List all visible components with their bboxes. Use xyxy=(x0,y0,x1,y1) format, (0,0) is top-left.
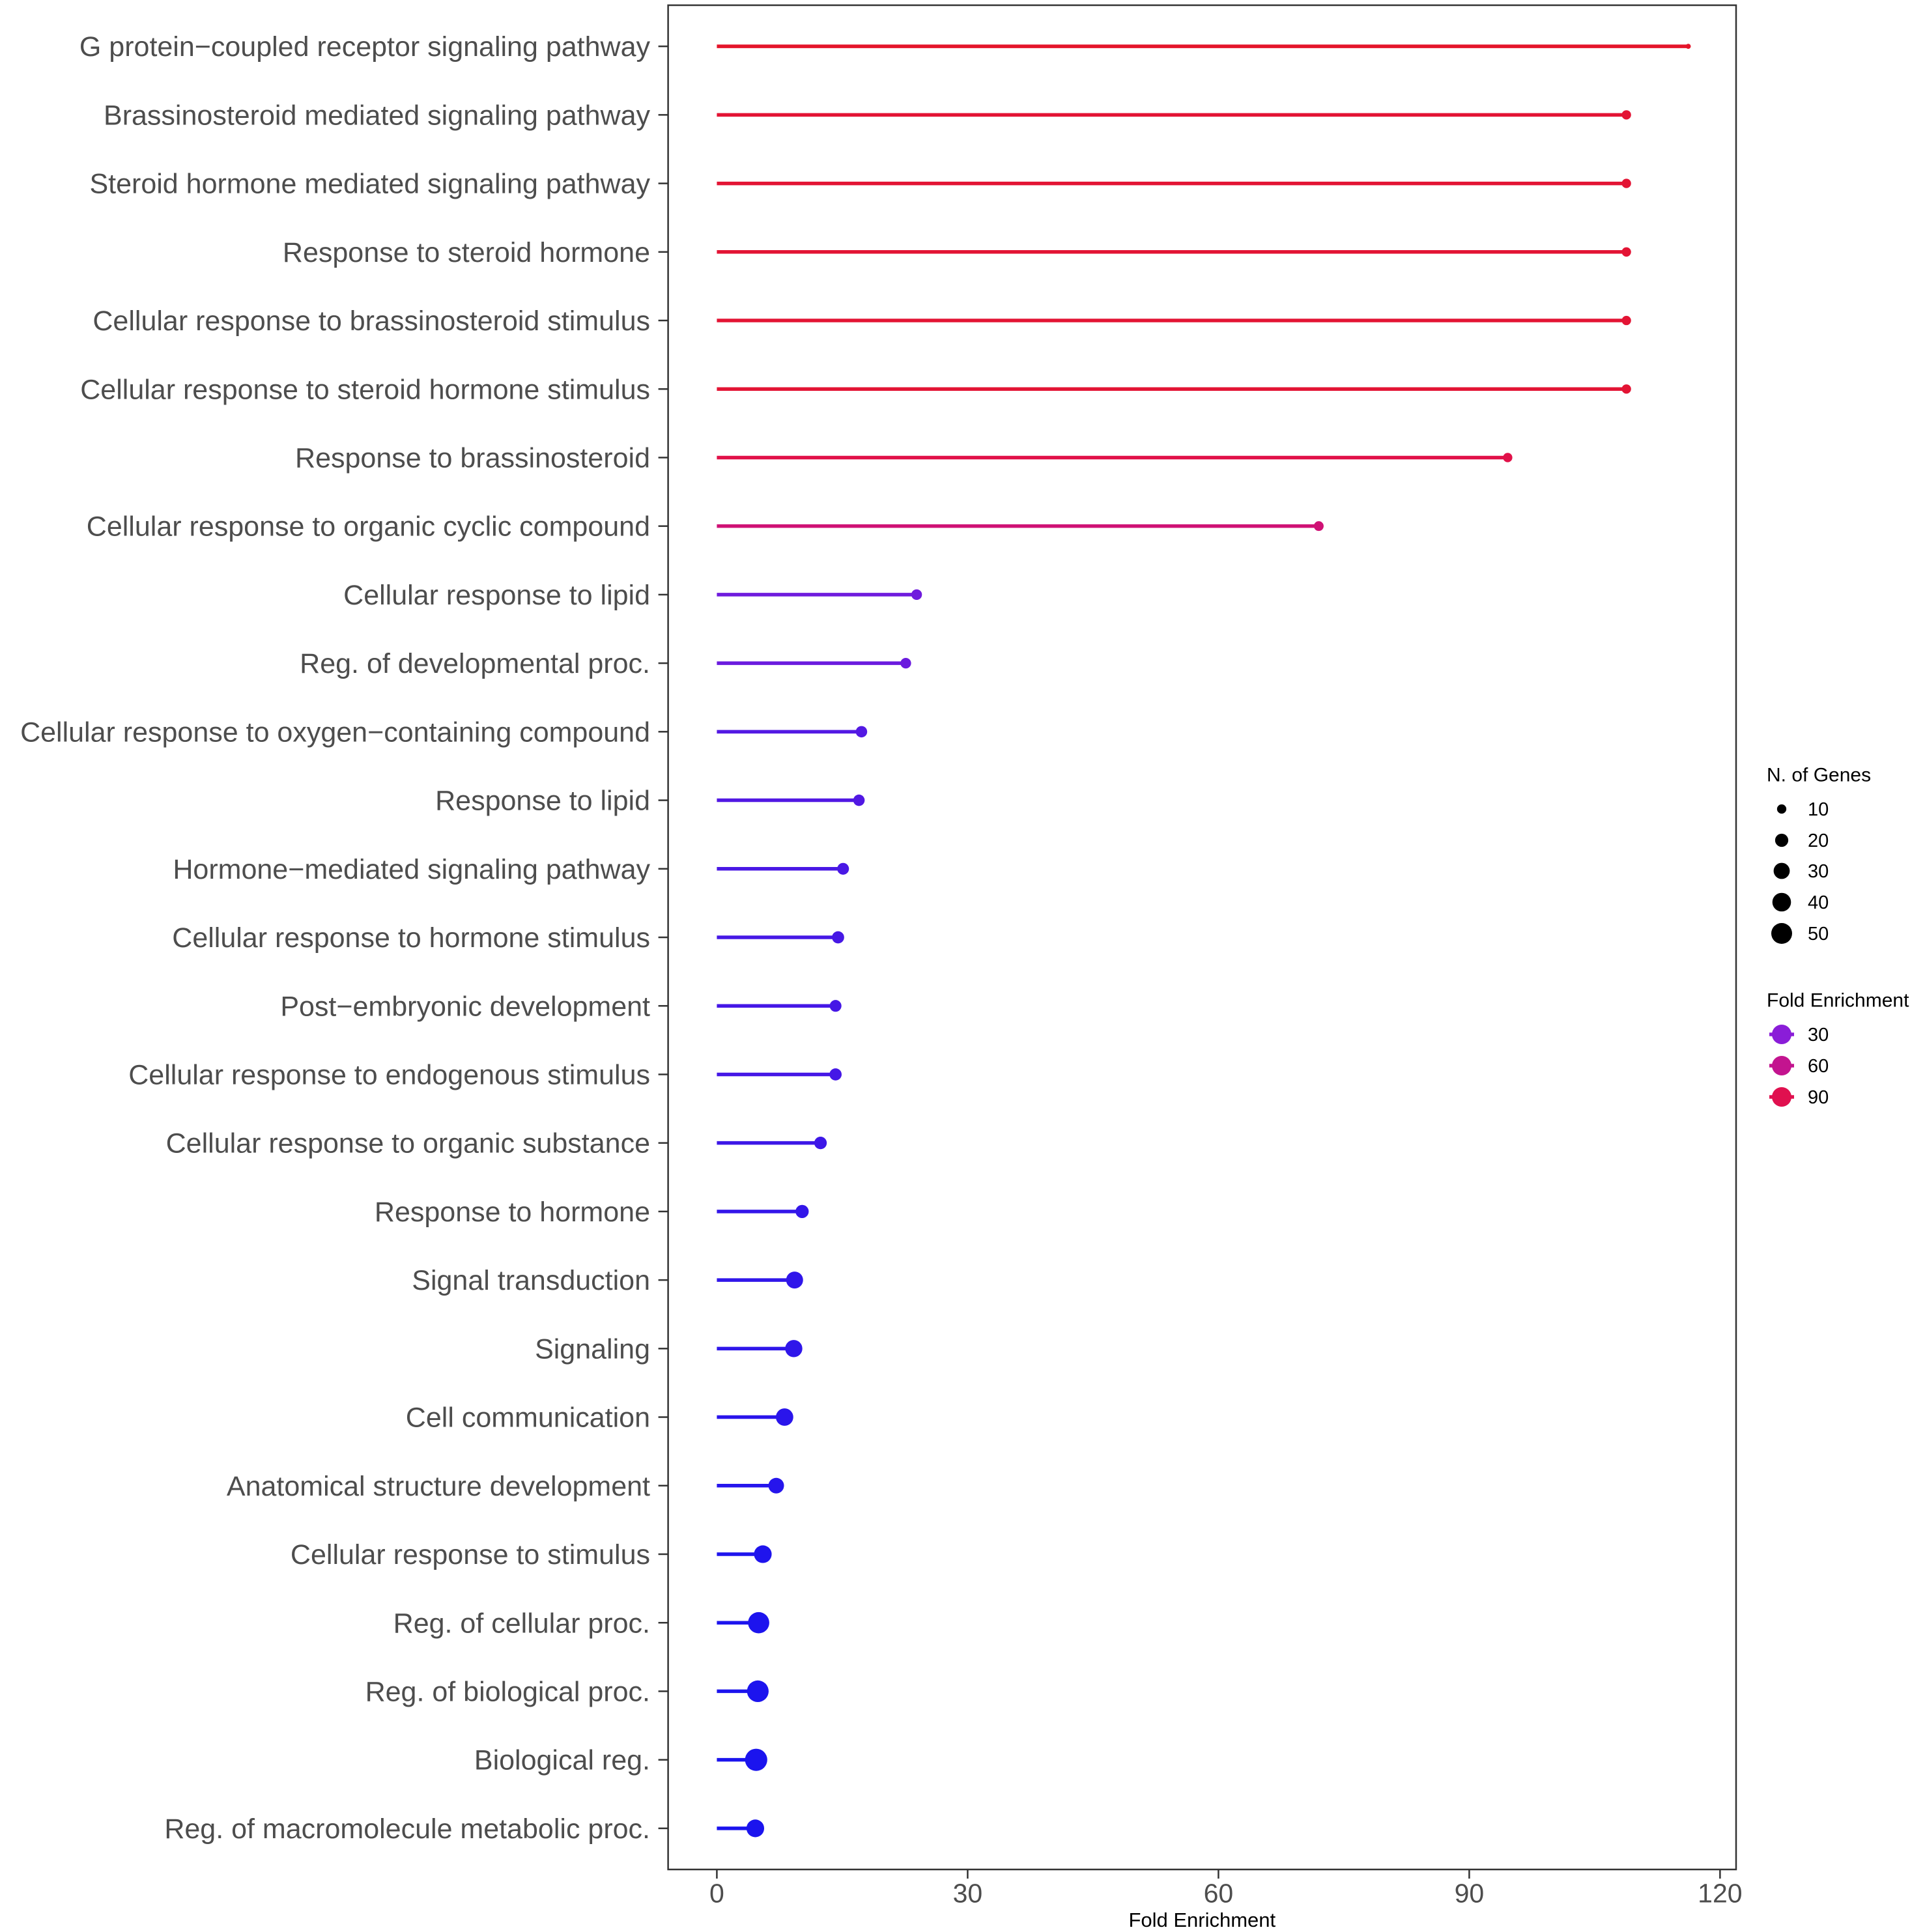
color-legend-title: Fold Enrichment xyxy=(1767,990,1909,1012)
lollipop-point xyxy=(853,794,865,806)
lollipop-point xyxy=(786,1271,803,1289)
size-legend-dot xyxy=(1776,804,1787,814)
lollipop-point xyxy=(1503,453,1513,462)
x-tick-label: 90 xyxy=(1455,1878,1485,1908)
category-label: Cellular response to oxygen−containing c… xyxy=(20,717,650,748)
color-legend-dot xyxy=(1772,1056,1791,1075)
lollipop-point xyxy=(814,1137,827,1150)
x-axis-title: Fold Enrichment xyxy=(1128,1909,1276,1931)
category-label: Cellular response to brassinosteroid sti… xyxy=(93,305,650,337)
category-label: Hormone−mediated signaling pathway xyxy=(173,854,650,885)
size-legend-title: N. of Genes xyxy=(1767,765,1871,786)
lollipop-point xyxy=(832,931,844,944)
size-legend-label: 10 xyxy=(1808,799,1829,820)
category-label: Reg. of developmental proc. xyxy=(300,648,650,679)
category-label: Reg. of macromolecule metabolic proc. xyxy=(164,1813,650,1845)
size-legend-dot xyxy=(1773,862,1790,879)
lollipop-point xyxy=(1685,44,1691,50)
color-legend-label: 60 xyxy=(1808,1056,1829,1077)
category-label: Response to hormone xyxy=(375,1197,650,1228)
size-legend-label: 30 xyxy=(1808,861,1829,882)
category-label: Cellular response to steroid hormone sti… xyxy=(80,374,650,405)
category-label: G protein−coupled receptor signaling pat… xyxy=(79,31,651,63)
category-label: Signal transduction xyxy=(412,1265,650,1296)
lollipop-point xyxy=(911,589,922,601)
color-legend-dot xyxy=(1772,1025,1791,1044)
lollipop-point xyxy=(855,726,868,738)
lollipop-point xyxy=(829,1068,842,1081)
category-label: Signaling xyxy=(535,1333,650,1365)
lollipop-point xyxy=(775,1408,793,1426)
lollipop-point xyxy=(746,1819,765,1838)
category-label: Reg. of biological proc. xyxy=(365,1676,650,1707)
size-legend-label: 50 xyxy=(1808,924,1829,945)
category-label: Anatomical structure development xyxy=(227,1471,650,1502)
size-legend-dot xyxy=(1772,892,1791,912)
lollipop-point xyxy=(1621,384,1631,394)
lollipop-point xyxy=(754,1545,772,1563)
lollipop-point xyxy=(837,862,849,875)
lollipop-point xyxy=(745,1748,767,1771)
category-label: Post−embryonic development xyxy=(280,991,650,1022)
x-tick-label: 0 xyxy=(709,1878,724,1908)
category-label: Cellular response to stimulus xyxy=(291,1539,650,1570)
color-legend-label: 30 xyxy=(1808,1025,1829,1045)
color-legend-dot xyxy=(1772,1087,1791,1107)
color-legend-label: 90 xyxy=(1808,1087,1829,1108)
x-tick-label: 60 xyxy=(1204,1878,1234,1908)
lollipop-point xyxy=(1313,521,1324,532)
category-label: Cellular response to organic cyclic comp… xyxy=(87,511,650,543)
lollipop-point xyxy=(768,1477,784,1494)
category-label: Brassinosteroid mediated signaling pathw… xyxy=(104,100,650,131)
category-label: Steroid hormone mediated signaling pathw… xyxy=(89,169,650,200)
lollipop-point xyxy=(785,1340,803,1357)
category-label: Cellular response to organic substance xyxy=(166,1128,650,1159)
x-tick-label: 30 xyxy=(953,1878,983,1908)
lollipop-point xyxy=(829,1000,842,1012)
category-label: Cellular response to hormone stimulus xyxy=(172,922,650,954)
size-legend-label: 20 xyxy=(1808,831,1829,851)
category-label: Cellular response to lipid xyxy=(343,580,650,611)
size-legend-dot xyxy=(1771,923,1792,944)
category-label: Cell communication xyxy=(406,1402,650,1434)
category-label: Response to lipid xyxy=(435,786,650,817)
category-label: Response to steroid hormone xyxy=(283,237,650,268)
lollipop-point xyxy=(1621,110,1631,120)
lollipop-point xyxy=(748,1612,769,1634)
category-label: Cellular response to endogenous stimulus xyxy=(128,1059,650,1090)
size-legend-label: 40 xyxy=(1808,892,1829,913)
category-label: Biological reg. xyxy=(474,1745,650,1776)
category-label: Response to brassinosteroid xyxy=(295,443,650,474)
category-label: Reg. of cellular proc. xyxy=(393,1608,650,1639)
lollipop-point xyxy=(900,657,911,669)
x-tick-label: 120 xyxy=(1698,1878,1742,1908)
size-legend-dot xyxy=(1775,833,1789,847)
lollipop-point xyxy=(1621,178,1631,188)
lollipop-point xyxy=(1621,315,1631,326)
lollipop-point xyxy=(795,1204,809,1219)
lollipop-point xyxy=(747,1680,769,1703)
lollipop-point xyxy=(1621,247,1631,257)
